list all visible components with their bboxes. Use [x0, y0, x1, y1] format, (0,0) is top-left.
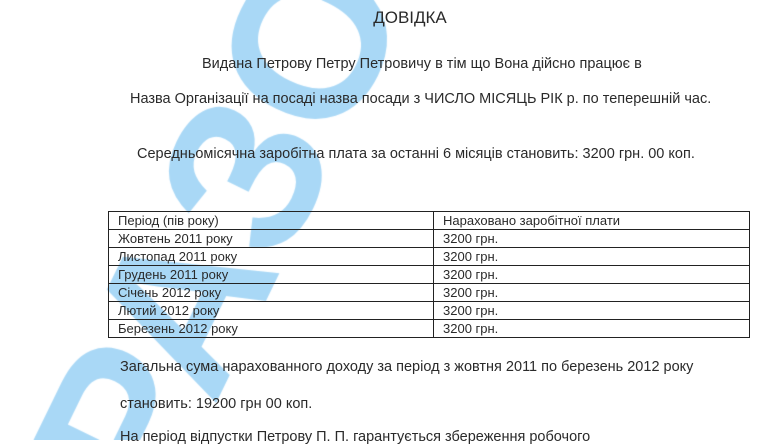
table-row: Грудень 2011 року 3200 грн.	[108, 265, 750, 284]
amount-cell: 3200 грн.	[433, 319, 750, 338]
table-row: Листопад 2011 року 3200 грн.	[108, 247, 750, 266]
period-cell: Січень 2012 року	[108, 283, 434, 302]
document-title: ДОВІДКА	[373, 8, 447, 27]
salary-table: Період (пів року) Нараховано заробітної …	[108, 211, 750, 338]
average-salary-line: Середньомісячна заробітна плата за остан…	[137, 146, 695, 162]
header-period: Період (пів року)	[108, 211, 434, 230]
amount-cell: 3200 грн.	[433, 265, 750, 284]
table-row: Жовтень 2011 року 3200 грн.	[108, 229, 750, 248]
period-cell: Жовтень 2011 року	[108, 229, 434, 248]
amount-cell: 3200 грн.	[433, 229, 750, 248]
period-cell: Грудень 2011 року	[108, 265, 434, 284]
header-accrued: Нараховано заробітної плати	[433, 211, 750, 230]
total-income-line: Загальна сума нарахованного доходу за пе…	[120, 359, 694, 375]
table-row: Лютий 2012 року 3200 грн.	[108, 301, 750, 320]
table-row: Січень 2012 року 3200 грн.	[108, 283, 750, 302]
amount-cell: 3200 грн.	[433, 247, 750, 266]
table-row: Березень 2012 року 3200 грн.	[108, 319, 750, 338]
issued-to-line: Видана Петрову Петру Петровичу в тім що …	[202, 56, 642, 72]
vacation-line: На період відпустки Петрову П. П. гарант…	[120, 429, 591, 445]
amount-cell: 3200 грн.	[433, 283, 750, 302]
table-header-row: Період (пів року) Нараховано заробітної …	[108, 211, 750, 230]
total-amount-line: становить: 19200 грн 00 коп.	[120, 396, 313, 412]
period-cell: Листопад 2011 року	[108, 247, 434, 266]
position-line: Назва Організації на посаді назва посади…	[130, 91, 712, 107]
amount-cell: 3200 грн.	[433, 301, 750, 320]
period-cell: Лютий 2012 року	[108, 301, 434, 320]
period-cell: Березень 2012 року	[108, 319, 434, 338]
